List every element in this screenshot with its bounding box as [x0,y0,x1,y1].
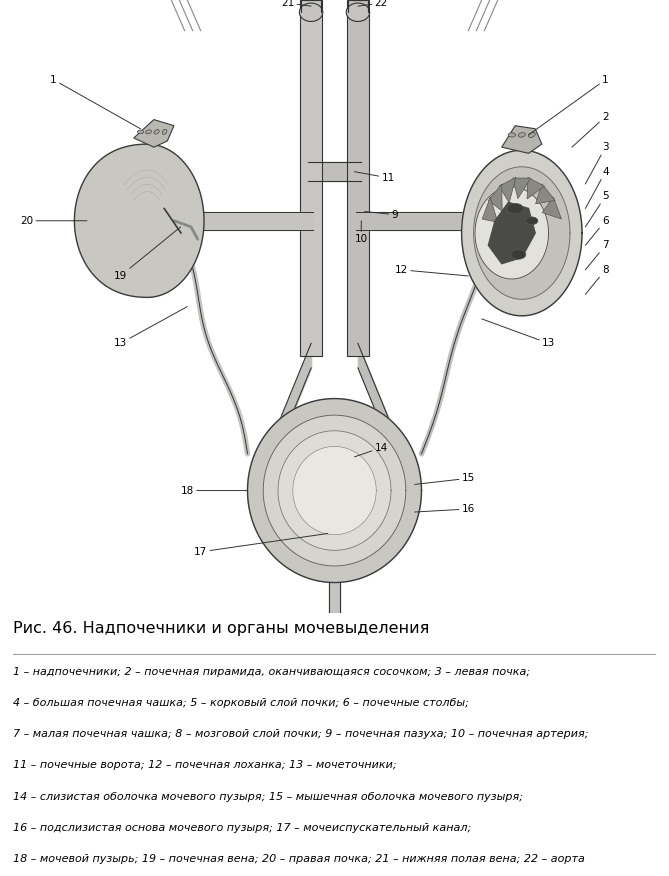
Polygon shape [293,447,376,534]
Ellipse shape [154,130,159,134]
Polygon shape [347,0,369,356]
Text: Рис. 46. Надпочечники и органы мочевыделения: Рис. 46. Надпочечники и органы мочевыдел… [13,621,429,636]
Text: 2: 2 [572,111,609,147]
Polygon shape [513,178,531,199]
Text: 14: 14 [355,442,388,457]
Polygon shape [502,125,542,153]
Polygon shape [263,415,406,566]
Text: 6: 6 [585,215,609,245]
Polygon shape [499,177,516,203]
Ellipse shape [163,130,167,134]
Text: 5: 5 [585,191,609,227]
Polygon shape [488,202,535,264]
Text: 22: 22 [358,0,388,8]
Text: 19: 19 [114,227,181,281]
Ellipse shape [300,3,323,21]
Text: 1: 1 [529,74,609,135]
Ellipse shape [529,132,535,138]
Text: 20: 20 [20,215,87,226]
Polygon shape [488,184,502,211]
Polygon shape [482,197,498,223]
Text: 17: 17 [194,533,328,557]
Polygon shape [462,151,582,315]
Polygon shape [278,431,391,550]
Text: 8: 8 [585,265,609,294]
Text: 3: 3 [585,142,609,184]
Text: 10: 10 [355,221,368,244]
Ellipse shape [146,130,151,134]
Polygon shape [475,187,549,279]
Ellipse shape [347,3,369,21]
Polygon shape [74,145,204,297]
Polygon shape [536,184,555,204]
Text: 4 – большая почечная чашка; 5 – корковый слой почки; 6 – почечные столбы;: 4 – большая почечная чашка; 5 – корковый… [13,698,469,708]
Polygon shape [248,399,421,583]
Ellipse shape [511,250,526,259]
Text: 11 – почечные ворота; 12 – почечная лоханка; 13 – мочеточники;: 11 – почечные ворота; 12 – почечная лоха… [13,760,397,770]
Text: 21: 21 [281,0,311,8]
Text: 18: 18 [181,485,248,496]
Ellipse shape [508,133,516,137]
Text: 1 – надпочечники; 2 – почечная пирамида, оканчивающаяся сосочком; 3 – левая почк: 1 – надпочечники; 2 – почечная пирамида,… [13,667,531,676]
Polygon shape [134,119,174,147]
Text: 7: 7 [585,240,609,270]
Text: 1: 1 [50,74,140,129]
Text: 13: 13 [114,307,187,349]
Text: 13: 13 [482,319,555,349]
Ellipse shape [507,203,523,214]
Text: 18 – мочевой пузырь; 19 – почечная вена; 20 – правая почка; 21 – нижняя полая ве: 18 – мочевой пузырь; 19 – почечная вена;… [13,854,585,864]
Ellipse shape [518,132,525,138]
Text: 15: 15 [415,473,475,484]
Ellipse shape [138,130,144,134]
Ellipse shape [526,217,538,224]
Text: 11: 11 [355,172,395,183]
Text: 16 – подслизистая основа мочевого пузыря; 17 – мочеиспускательный канал;: 16 – подслизистая основа мочевого пузыря… [13,823,472,833]
Polygon shape [300,0,322,356]
Polygon shape [527,177,545,199]
Text: 4: 4 [585,166,609,208]
Polygon shape [474,166,570,300]
Polygon shape [543,197,561,219]
Text: 16: 16 [415,504,475,514]
Text: 14 – слизистая оболочка мочевого пузыря; 15 – мышечная оболочка мочевого пузыря;: 14 – слизистая оболочка мочевого пузыря;… [13,792,523,802]
Text: 9: 9 [365,209,398,220]
Text: 7 – малая почечная чашка; 8 – мозговой слой почки; 9 – почечная пазуха; 10 – поч: 7 – малая почечная чашка; 8 – мозговой с… [13,729,589,739]
Text: 12: 12 [395,265,468,276]
Polygon shape [329,583,340,613]
